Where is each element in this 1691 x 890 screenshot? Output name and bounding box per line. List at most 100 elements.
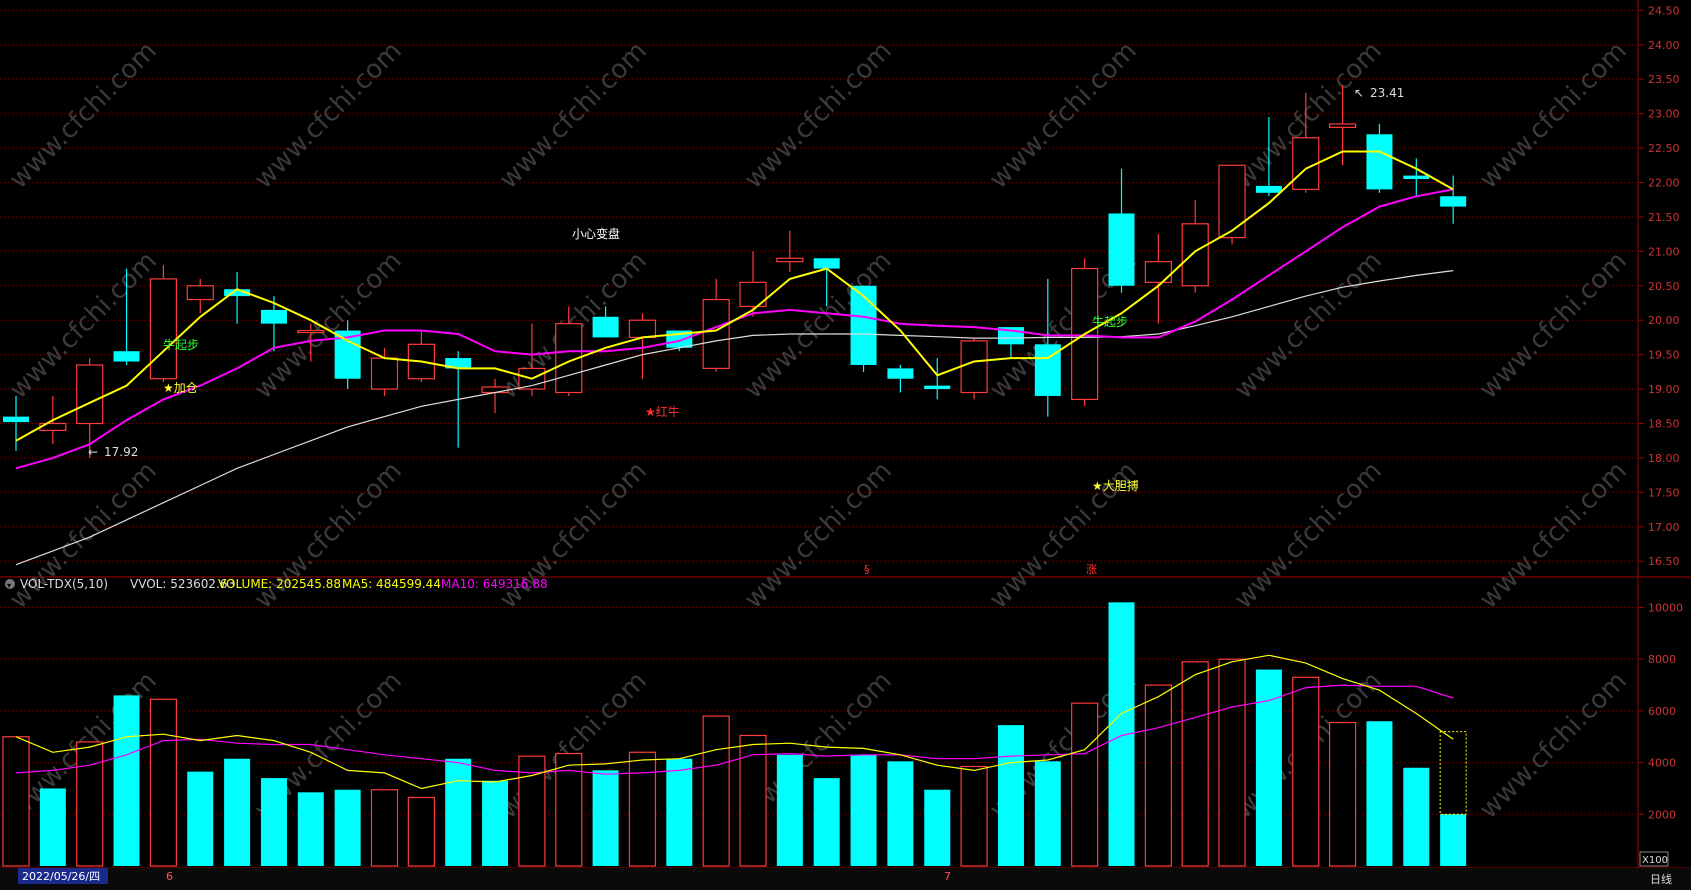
- candle: [1071, 258, 1099, 407]
- bull-start-label-1: 牛起步: [163, 337, 199, 352]
- price-tick-label: 18.50: [1648, 418, 1680, 431]
- price-tick-label: 24.50: [1648, 4, 1680, 17]
- candle: [1144, 234, 1172, 324]
- watermark-text: www.cfchi.com: [1474, 36, 1633, 195]
- scale-box: [1639, 851, 1669, 867]
- price-tick-label: 20.00: [1648, 314, 1680, 327]
- candle: [1255, 117, 1282, 197]
- volume-bar: [1071, 702, 1099, 867]
- volume-axis: 2000 4000 6000 8000 10000: [1638, 602, 1683, 821]
- volume-bar: [260, 778, 287, 866]
- candle: [1328, 85, 1357, 166]
- volume-bar: [1366, 721, 1393, 866]
- volume-bar: [187, 771, 214, 866]
- volume-bar: [39, 788, 66, 866]
- volume-bar: [113, 695, 140, 866]
- moving-average-lines: [15, 150, 1454, 566]
- candle: [1366, 123, 1393, 193]
- price-tick-label: 23.00: [1648, 108, 1680, 121]
- watermark-text: www.cfchi.com: [1474, 456, 1633, 615]
- candle: [1108, 168, 1135, 293]
- collapse-icon[interactable]: [5, 579, 15, 589]
- candle: [1403, 158, 1430, 197]
- watermark-text: www.cfchi.com: [494, 36, 653, 195]
- candle: [260, 296, 287, 352]
- candle: [555, 306, 583, 396]
- candle: [149, 265, 177, 383]
- price-tick-label: 19.00: [1648, 383, 1680, 396]
- s-mark: §: [864, 563, 870, 576]
- volume-bar: [960, 765, 988, 867]
- price-tick-label: 19.50: [1648, 349, 1680, 362]
- volume-bar: [628, 751, 657, 867]
- svg-text:▾: ▾: [7, 581, 11, 590]
- candle: [1218, 164, 1246, 245]
- ma-long-line: [15, 270, 1454, 566]
- price-tick-label: 16.50: [1648, 555, 1680, 568]
- volume-ma5-line: [15, 654, 1454, 790]
- date-cursor-box: [18, 868, 108, 884]
- volume-ma-lines: [15, 654, 1454, 790]
- price-tick-label: 24.00: [1648, 39, 1680, 52]
- candle: [592, 306, 619, 338]
- bold-bet-label: ★大胆搏: [1092, 479, 1139, 493]
- candle: [224, 272, 251, 324]
- watermark-text: www.cfchi.com: [1474, 666, 1633, 825]
- volume-bar: [370, 789, 399, 867]
- candle: [813, 258, 840, 307]
- price-tick-label: 23.50: [1648, 73, 1680, 86]
- volume-bar: [1403, 767, 1430, 866]
- volume-tick-label: 2000: [1648, 808, 1676, 821]
- volume-tick-label: 6000: [1648, 705, 1676, 718]
- low-arrow: ←: [88, 445, 98, 459]
- period-label[interactable]: 日线: [1650, 872, 1672, 886]
- volume-bar: [445, 758, 472, 866]
- volume-bar: [1034, 761, 1061, 866]
- volume-bar: [297, 792, 324, 866]
- volume-bar: [592, 770, 619, 866]
- bull-start-label-2: 牛起步: [1092, 314, 1128, 329]
- price-tick-label: 20.50: [1648, 280, 1680, 293]
- volume-bar: [887, 761, 914, 866]
- volume-bar: [1292, 676, 1320, 867]
- candle: [924, 358, 951, 400]
- vol-title: VOL-TDX(5,10): [20, 577, 108, 591]
- volume-bar: [2, 736, 30, 867]
- candle: [297, 323, 325, 362]
- volume-bar: [334, 789, 361, 866]
- candle: [370, 347, 399, 396]
- volume-ma10-line: [15, 684, 1454, 775]
- candle: [407, 330, 435, 383]
- volume-bar: [1255, 669, 1282, 866]
- volume-bars: [2, 602, 1467, 867]
- watermark-text: www.cfchi.com: [4, 456, 163, 615]
- volume-bar: [997, 725, 1024, 866]
- date-label: 2022/05/26/四: [22, 870, 100, 883]
- watermark-text: www.cfchi.com: [249, 456, 408, 615]
- candle: [776, 230, 804, 273]
- volume-tick-label: 10000: [1648, 602, 1683, 615]
- volume-estimate-box: [1439, 731, 1467, 815]
- candle: [628, 313, 657, 379]
- watermark-text: www.cfchi.com: [249, 36, 408, 195]
- candle: [702, 278, 730, 372]
- volume-bar: [776, 754, 803, 866]
- watermark-text: www.cfchi.com: [739, 36, 898, 195]
- volume-bar: [924, 789, 951, 866]
- bottom-bar: 2022/05/26/四 6 7 X100 日线: [0, 851, 1691, 890]
- ma10-value: MA10: 649316.88: [441, 577, 548, 591]
- volume-bar: [666, 758, 693, 866]
- candle: [1440, 175, 1467, 224]
- volume-tick-label: 8000: [1648, 653, 1676, 666]
- scale-label: X100: [1642, 855, 1668, 866]
- high-arrow: ↖: [1354, 86, 1364, 100]
- red-bull-label: ★红牛: [645, 404, 680, 419]
- price-tick-label: 17.50: [1648, 486, 1680, 499]
- volume-bar: [850, 754, 877, 866]
- candle: [1181, 199, 1209, 293]
- price-tick-label: 17.00: [1648, 521, 1680, 534]
- month-label-6: 6: [166, 870, 173, 883]
- volume-bar: [407, 796, 435, 867]
- watermark-text: www.cfchi.com: [984, 36, 1143, 195]
